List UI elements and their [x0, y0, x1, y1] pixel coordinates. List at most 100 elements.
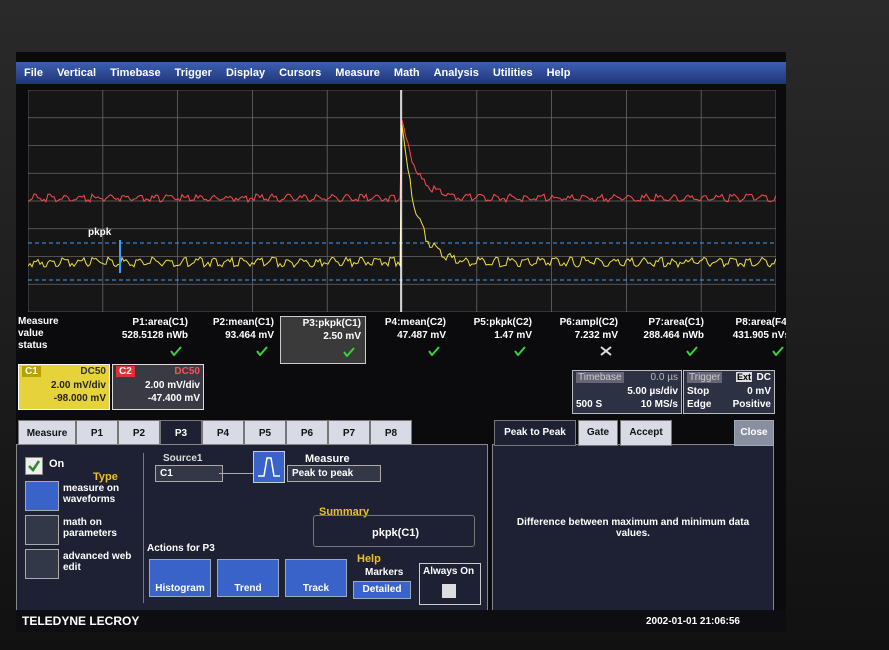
menu-item[interactable]: Timebase: [110, 67, 161, 79]
on-label: On: [49, 458, 64, 470]
measure-value: 2.50 mV: [323, 331, 361, 342]
checkbox[interactable]: [25, 457, 43, 475]
help-label: Help: [357, 553, 381, 565]
measurement[interactable]: P6:ampl(C2)7.232 mV: [538, 316, 622, 362]
row-label: value: [18, 328, 44, 339]
always-on[interactable]: Always On: [419, 563, 481, 605]
measure-icon[interactable]: [253, 451, 285, 483]
action-label: Track: [286, 583, 346, 594]
option-icon[interactable]: [25, 481, 59, 511]
measure-name: P4:mean(C2): [385, 317, 446, 328]
measure-name: P2:mean(C1): [213, 317, 274, 328]
row-label: status: [18, 340, 47, 351]
tab[interactable]: P3: [160, 420, 202, 446]
action-label: Trend: [218, 583, 278, 594]
measure-value: 528.5128 nWb: [122, 330, 188, 341]
option-label: measure on waveforms: [63, 483, 133, 505]
menu-item[interactable]: Math: [394, 67, 420, 79]
source-field[interactable]: C1: [155, 465, 223, 482]
measurement[interactable]: P5:pkpk(C2)1.47 mV: [452, 316, 536, 362]
measure-value: 47.487 mV: [397, 330, 446, 341]
divider: [143, 453, 144, 603]
option-icon[interactable]: [25, 549, 59, 579]
oscilloscope: File Vertical Timebase Trigger Display Cursor…: [0, 0, 889, 650]
pkpk-label: pkpk: [88, 227, 112, 238]
channel-c2: C2 DC50 2.00 mV/div -47.400 mV: [112, 364, 204, 410]
measurement[interactable]: P4:mean(C2) 47.487 mV: [366, 316, 450, 362]
scale: 2.00 mV/div: [51, 380, 106, 391]
type-label: Type: [93, 471, 118, 483]
row-label: Measure: [18, 316, 59, 327]
option-icon[interactable]: [25, 515, 59, 545]
menu-item[interactable]: Help: [547, 67, 571, 79]
connector: [219, 473, 253, 474]
close-button[interactable]: Close: [734, 420, 774, 446]
trigger-box: Trigger Ext DC Stop 0 mV Edge Positive: [683, 370, 775, 414]
help-text: Difference between maximum and minimum d…: [503, 517, 763, 539]
tab[interactable]: Measure: [18, 420, 76, 446]
help-tab[interactable]: Gate: [578, 420, 618, 446]
status-icon: [514, 346, 526, 356]
menu-item[interactable]: Trigger: [175, 67, 212, 79]
status-icon: [772, 346, 784, 356]
help-tab[interactable]: Peak to Peak: [494, 420, 576, 446]
tab[interactable]: P4: [202, 420, 244, 446]
footer: TELEDYNE LECROY 2002-01-01 21:06:56: [16, 610, 786, 632]
measure-value: 431.905 nVs: [733, 330, 786, 341]
label: C2: [116, 366, 135, 377]
coupling: DC50: [80, 366, 106, 377]
measurement[interactable]: P8:area(F4) 431.905 nVs: [710, 316, 786, 362]
type: Edge: [687, 399, 711, 410]
measure-field[interactable]: Peak to peak: [287, 465, 381, 482]
datetime: 2002-01-01 21:06:56: [646, 616, 740, 627]
menu-item[interactable]: Display: [226, 67, 265, 79]
action-button[interactable]: Trend: [217, 559, 279, 597]
measurement[interactable]: P3:pkpk(C1) 2.50 mV: [280, 316, 366, 364]
menu-item[interactable]: Vertical: [57, 67, 96, 79]
scale: 2.00 mV/div: [145, 380, 200, 391]
checkbox[interactable]: [442, 584, 456, 598]
measure-value: 1.47 mV: [494, 330, 532, 341]
coupling: DC50: [174, 366, 200, 377]
menu-item[interactable]: Measure: [335, 67, 380, 79]
samples: 500 S: [576, 399, 602, 410]
screen: File Vertical Timebase Trigger Display Cursor…: [16, 52, 786, 632]
tab[interactable]: P6: [286, 420, 328, 446]
delay: 0.0 µs: [651, 372, 678, 383]
measurement[interactable]: P2:mean(C1)93.464 mV: [194, 316, 278, 362]
source-label: Source1: [163, 453, 202, 464]
measure-value: 7.232 mV: [575, 330, 618, 341]
tab[interactable]: P8: [370, 420, 412, 446]
measurement[interactable]: P1:area(C1) 528.5128 nWb: [108, 316, 192, 362]
measure-name: P1:area(C1): [132, 317, 188, 328]
brand: TELEDYNE LECROY: [22, 614, 139, 628]
status-icon: [686, 346, 698, 356]
always-on-label: Always On: [423, 566, 474, 577]
tab[interactable]: P1: [76, 420, 118, 446]
measurement[interactable]: P7:area(C1)288.464 nWb: [624, 316, 708, 362]
status-icon: [428, 346, 440, 356]
action-label: Histogram: [150, 583, 210, 594]
tab[interactable]: P7: [328, 420, 370, 446]
markers-button[interactable]: Detailed: [353, 581, 411, 599]
menu-item[interactable]: Cursors: [279, 67, 321, 79]
measure-name: P3:pkpk(C1): [303, 318, 361, 329]
summary-box: pkpk(C1): [313, 515, 475, 547]
label: Trigger: [687, 372, 722, 383]
tab[interactable]: P2: [118, 420, 160, 446]
label: Timebase: [576, 372, 624, 383]
offset: -98.000 mV: [54, 393, 106, 404]
scale: 5.00 µs/div: [627, 386, 678, 397]
measure-name: P8:area(F4): [736, 317, 786, 328]
mode: Stop: [687, 386, 709, 397]
action-button[interactable]: Track: [285, 559, 347, 597]
measure-value: 288.464 nWb: [643, 330, 704, 341]
help-tab[interactable]: Accept: [620, 420, 672, 446]
actions-label: Actions for P3: [147, 543, 215, 554]
action-button[interactable]: Histogram: [149, 559, 211, 597]
menu-item[interactable]: Utilities: [493, 67, 533, 79]
menu-item[interactable]: File: [24, 67, 43, 79]
menu-item[interactable]: Analysis: [434, 67, 479, 79]
tab[interactable]: P5: [244, 420, 286, 446]
